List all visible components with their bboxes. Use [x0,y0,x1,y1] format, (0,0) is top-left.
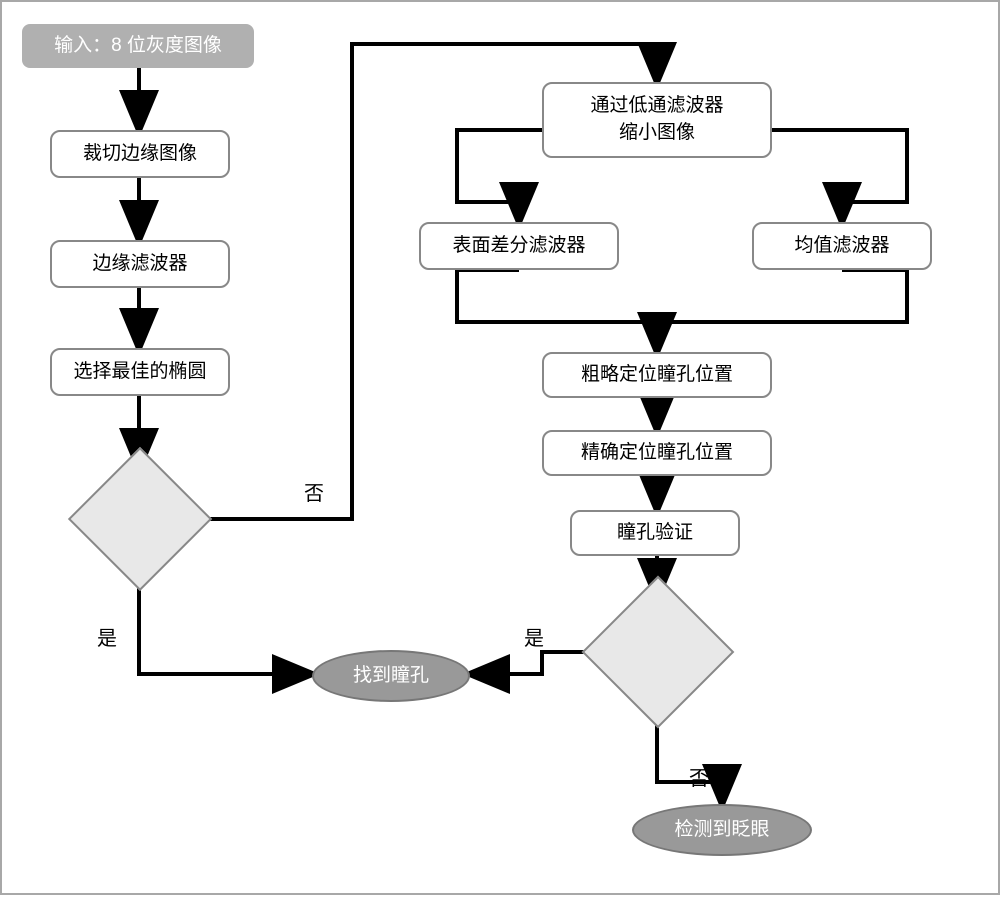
node-label: 均值滤波器 [794,233,889,260]
node-coarse-locate: 粗略定位瞳孔位置 [542,352,772,398]
edge-label-yes-2: 是 [524,622,544,651]
node-verify: 瞳孔验证 [570,510,740,556]
node-label: 找到瞳孔 [353,663,429,690]
node-surface-diff-filter: 表面差分滤波器 [419,222,619,270]
node-blink: 检测到眨眼 [632,804,812,856]
node-label: 边缘滤波器 [92,251,187,278]
node-edge-filter: 边缘滤波器 [50,240,230,288]
node-decision-1 [68,447,212,591]
edge-label-no-2: 否 [689,762,709,791]
node-label: 精确定位瞳孔位置 [581,440,733,467]
node-label: 粗略定位瞳孔位置 [581,362,733,389]
node-label: 表面差分滤波器 [452,233,585,260]
node-label: 通过低通滤波器 缩小图像 [590,93,723,146]
node-label: 选择最佳的椭圆 [73,359,206,386]
node-fine-locate: 精确定位瞳孔位置 [542,430,772,476]
node-best-ellipse: 选择最佳的椭圆 [50,348,230,396]
node-mean-filter: 均值滤波器 [752,222,932,270]
node-lowpass: 通过低通滤波器 缩小图像 [542,82,772,158]
node-label: 裁切边缘图像 [83,141,197,168]
node-found: 找到瞳孔 [312,650,470,702]
node-label: 瞳孔验证 [617,520,693,547]
edge-label-yes-1: 是 [97,622,117,651]
node-label: 输入：8 位灰度图像 [54,33,222,60]
node-crop: 裁切边缘图像 [50,130,230,178]
node-input: 输入：8 位灰度图像 [22,24,254,68]
node-label: 检测到眨眼 [674,817,769,844]
edge-label-no-1: 否 [304,477,324,506]
node-decision-2 [582,576,735,729]
